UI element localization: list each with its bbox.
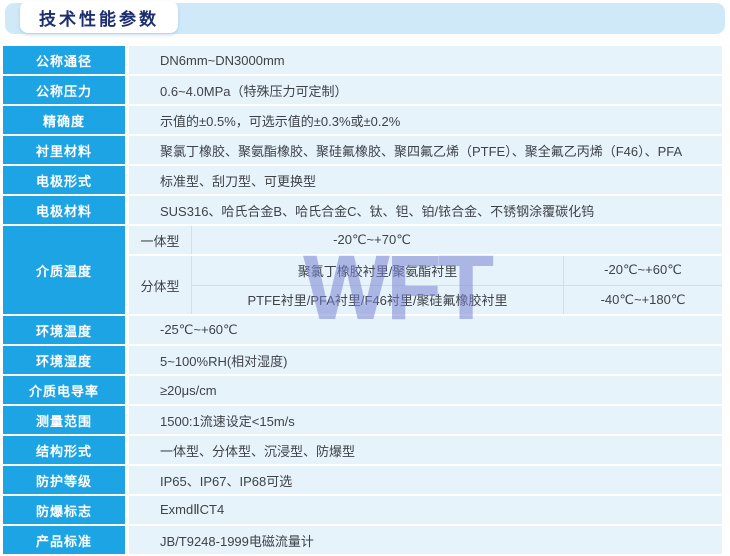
table-row-nominal-diameter: 公称通径 DN6mm~DN3000mm (3, 46, 722, 74)
row-label: 测量范围 (3, 406, 125, 434)
row-value: 标准型、刮刀型、可更换型 (129, 166, 722, 194)
row-label: 结构形式 (3, 436, 125, 464)
row-value: ≥20μs/cm (129, 376, 722, 404)
row-value: 5~100%RH(相对湿度) (129, 346, 722, 374)
table-row-explosion-proof-mark: 防爆标志 ExmdⅡCT4 (3, 496, 722, 524)
table-row-protection-class: 防护等级 IP65、IP67、IP68可选 (3, 466, 722, 494)
row-value: 一体型、分体型、沉浸型、防爆型 (129, 436, 722, 464)
table-row-lining-material: 衬里材料 聚氯丁橡胶、聚氨酯橡胶、聚硅氟橡胶、聚四氟乙烯（PTFE）、聚全氟乙丙… (3, 136, 722, 164)
table-row-ambient-humidity: 环境湿度 5~100%RH(相对湿度) (3, 346, 722, 374)
row-value: -25℃~+60℃ (129, 316, 722, 344)
page-title-box: 技术性能参数 (20, 1, 178, 33)
row-value: SUS316、哈氏合金B、哈氏合金C、钛、钽、铂/铱合金、不锈钢涂覆碳化钨 (129, 196, 722, 224)
table-row-medium-temperature: 介质温度 一体型 -20℃~+70℃ 分体型 聚氯丁橡胶衬里/聚氨酯衬里 -20… (3, 226, 722, 314)
row-value: ExmdⅡCT4 (129, 496, 722, 524)
remote-type-label: 分体型 (129, 256, 192, 314)
table-row-product-standard: 产品标准 JB/T9248-1999电磁流量计 (3, 526, 722, 554)
row-label: 防爆标志 (3, 496, 125, 524)
row-label: 介质电导率 (3, 376, 125, 404)
row-value: 示值的±0.5%，可选示值的±0.3%或±0.2% (129, 106, 722, 134)
lining-row-ptfe: PTFE衬里/PFA衬里/F46衬里/聚硅氟橡胶衬里 -40℃~+180℃ (192, 284, 722, 314)
integrated-type-label: 一体型 (129, 226, 192, 254)
lining-names: 聚氯丁橡胶衬里/聚氨酯衬里 (297, 263, 458, 279)
row-label: 电极材料 (3, 196, 125, 224)
spec-table: 公称通径 DN6mm~DN3000mm 公称压力 0.6~4.0MPa（特殊压力… (3, 46, 722, 556)
row-label: 电极形式 (3, 166, 125, 194)
lining-names: PTFE衬里/PFA衬里/F46衬里/聚硅氟橡胶衬里 (247, 293, 508, 309)
row-value: DN6mm~DN3000mm (129, 46, 722, 74)
row-value: IP65、IP67、IP68可选 (129, 466, 722, 494)
remote-lining-rows: 聚氯丁橡胶衬里/聚氨酯衬里 -20℃~+60℃ PTFE衬里/PFA衬里/F46… (192, 256, 722, 314)
row-label: 精确度 (3, 106, 125, 134)
row-value: JB/T9248-1999电磁流量计 (129, 526, 722, 554)
table-row-measuring-range: 测量范围 1500:1流速设定<15m/s (3, 406, 722, 434)
table-row-electrode-type: 电极形式 标准型、刮刀型、可更换型 (3, 166, 722, 194)
row-label: 公称通径 (3, 46, 125, 74)
row-label: 介质温度 (3, 226, 125, 314)
table-row-structure-type: 结构形式 一体型、分体型、沉浸型、防爆型 (3, 436, 722, 464)
row-value: 0.6~4.0MPa（特殊压力可定制） (129, 76, 722, 104)
row-label: 防护等级 (3, 466, 125, 494)
row-value: 1500:1流速设定<15m/s (129, 406, 722, 434)
table-row-ambient-temperature: 环境温度 -25℃~+60℃ (3, 316, 722, 344)
row-label: 产品标准 (3, 526, 125, 554)
remote-type-row: 分体型 聚氯丁橡胶衬里/聚氨酯衬里 -20℃~+60℃ PTFE衬里/PFA衬里… (129, 256, 722, 314)
row-label: 衬里材料 (3, 136, 125, 164)
page-title: 技术性能参数 (39, 9, 159, 29)
row-value: 聚氯丁橡胶、聚氨酯橡胶、聚硅氟橡胶、聚四氟乙烯（PTFE）、聚全氟乙丙烯（F46… (129, 136, 722, 164)
row-label: 环境温度 (3, 316, 125, 344)
row-label: 环境湿度 (3, 346, 125, 374)
table-row-electrode-material: 电极材料 SUS316、哈氏合金B、哈氏合金C、钛、钽、铂/铱合金、不锈钢涂覆碳… (3, 196, 722, 224)
lining-row-rubber: 聚氯丁橡胶衬里/聚氨酯衬里 -20℃~+60℃ (192, 256, 722, 285)
integrated-type-range: -20℃~+70℃ (333, 232, 411, 247)
table-row-conductivity: 介质电导率 ≥20μs/cm (3, 376, 722, 404)
integrated-type-row: 一体型 -20℃~+70℃ (129, 226, 722, 254)
table-row-nominal-pressure: 公称压力 0.6~4.0MPa（特殊压力可定制） (3, 76, 722, 104)
table-row-accuracy: 精确度 示值的±0.5%，可选示值的±0.3%或±0.2% (3, 106, 722, 134)
lining-temp-range: -20℃~+60℃ (563, 256, 722, 285)
lining-temp-range: -40℃~+180℃ (563, 285, 722, 314)
medium-temperature-content: 一体型 -20℃~+70℃ 分体型 聚氯丁橡胶衬里/聚氨酯衬里 -20℃~+60… (129, 226, 722, 314)
row-label: 公称压力 (3, 76, 125, 104)
